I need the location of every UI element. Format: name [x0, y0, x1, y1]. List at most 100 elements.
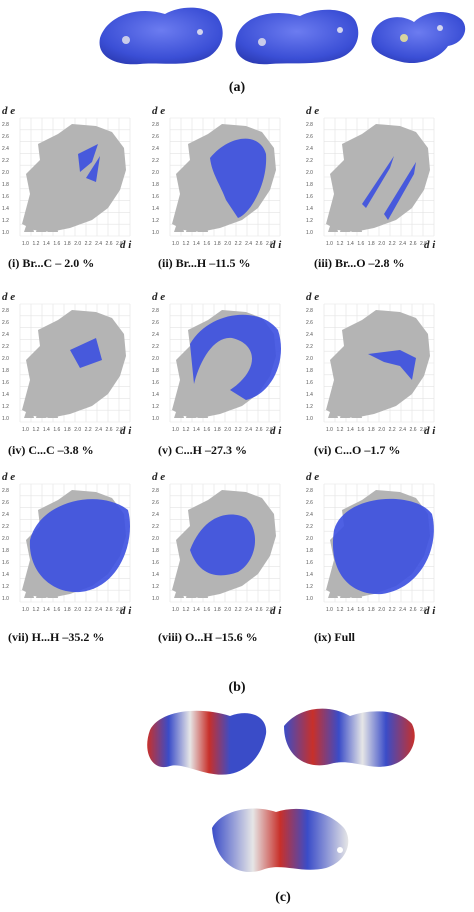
x-tick-label: 2.2 [235, 241, 242, 247]
fingerprint-grey-region [22, 310, 126, 418]
fingerprint-blue-region [78, 144, 98, 172]
x-tick-label: 2.0 [378, 241, 385, 247]
y-tick-label: 1.6 [152, 560, 159, 566]
y-tick-label: 2.0 [306, 536, 313, 542]
y-tick-label: 2.4 [152, 512, 159, 518]
y-axis-label: d e [152, 471, 165, 483]
x-tick-label: 2.8 [116, 241, 123, 247]
y-tick-label: 1.4 [306, 572, 313, 578]
y-tick-label: 1.4 [2, 572, 9, 578]
x-tick-label: 2.0 [74, 607, 81, 613]
y-tick-label: 1.6 [152, 380, 159, 386]
y-tick-label: 2.2 [152, 344, 159, 350]
fingerprint-blue-region [70, 338, 102, 368]
x-tick-label: 1.2 [32, 427, 39, 433]
y-axis-label: d e [306, 291, 319, 303]
y-tick-label: 2.6 [2, 320, 9, 326]
y-tick-label: 2.8 [2, 122, 9, 128]
x-tick-label: 1.0 [172, 241, 179, 247]
y-tick-label: 1.0 [2, 230, 9, 236]
x-tick-label: 2.4 [95, 427, 102, 433]
fingerprint-grey-region [22, 124, 126, 232]
x-tick-label: 1.8 [368, 241, 375, 247]
y-axis-label: d e [306, 471, 319, 483]
y-tick-label: 2.6 [152, 320, 159, 326]
x-tick-label: 2.0 [224, 427, 231, 433]
y-tick-label: 1.4 [2, 392, 9, 398]
y-tick-label: 2.8 [152, 488, 159, 494]
y-tick-label: 1.0 [306, 596, 313, 602]
fingerprint-plot-canvas: 2.82.62.42.22.01.81.61.41.21.01.0 1.2 1.4 1… [2, 291, 132, 437]
x-tick-label: 1.0 [172, 427, 179, 433]
x-axis-label: d i [120, 425, 132, 437]
fingerprint-plot-canvas: 2.82.62.42.22.01.81.61.41.21.01.0 1.2 1.4 1… [306, 105, 436, 251]
fingerprint-plot-canvas: 2.82.62.42.22.01.81.61.41.21.01.0 1.2 1.4 1… [306, 471, 436, 617]
fingerprint-plot-canvas: 2.82.62.42.22.01.81.61.41.21.01.0 1.2 1.4 1… [2, 105, 132, 251]
x-tick-label: 1.8 [368, 607, 375, 613]
x-tick-label: 1.6 [53, 241, 60, 247]
y-tick-label: 1.8 [152, 368, 159, 374]
fingerprint-plot-4: 2.8 2.6 2.4 2.2 2.0 1.8 1.6 1.4 1.2 1.0 1.0 1.2 1.4 1… [0, 290, 140, 438]
x-tick-label: 1.4 [347, 427, 354, 433]
x-tick-label: 1.2 [336, 241, 343, 247]
x-tick-label: 1.6 [203, 241, 210, 247]
fingerprint-plot-canvas: 2.82.62.42.22.01.81.61.41.21.01.0 1.2 1.4 1… [152, 105, 282, 251]
y-tick-label: 2.6 [2, 134, 9, 140]
y-tick-label: 1.2 [152, 584, 159, 590]
y-tick-label: 1.2 [2, 218, 9, 224]
y-tick-label: 1.8 [152, 182, 159, 188]
x-tick-label: 1.2 [182, 241, 189, 247]
y-axis-label: d e [152, 105, 165, 117]
y-tick-label: 2.2 [306, 344, 313, 350]
x-tick-label: 2.8 [266, 427, 273, 433]
y-tick-label: 2.4 [152, 146, 159, 152]
x-tick-label: 1.0 [326, 427, 333, 433]
x-tick-label: 1.4 [347, 607, 354, 613]
panel-a-surfaces [0, 0, 474, 78]
y-axis-label: d e [152, 291, 165, 303]
x-tick-label: 1.2 [182, 607, 189, 613]
x-axis-label: d i [424, 605, 436, 617]
x-tick-label: 2.2 [389, 607, 396, 613]
y-tick-label: 2.2 [152, 158, 159, 164]
y-tick-label: 2.0 [2, 536, 9, 542]
y-tick-label: 2.4 [306, 512, 313, 518]
fingerprint-plot-canvas: 2.82.62.42.22.01.81.61.41.21.01.0 1.2 1.4 1… [2, 471, 132, 617]
x-axis-label: d i [270, 605, 282, 617]
y-tick-label: 1.0 [2, 416, 9, 422]
fingerprint-caption: (viii) O...H –15.6 % [158, 630, 258, 644]
x-tick-label: 2.0 [224, 607, 231, 613]
y-tick-label: 1.8 [2, 548, 9, 554]
fingerprint-caption: (iii) Br...O –2.8 % [314, 256, 405, 270]
x-tick-label: 2.2 [85, 241, 92, 247]
y-tick-label: 1.2 [152, 218, 159, 224]
x-tick-label: 1.8 [64, 241, 71, 247]
x-tick-label: 2.0 [378, 607, 385, 613]
y-tick-label: 2.2 [2, 344, 9, 350]
y-tick-label: 2.2 [2, 158, 9, 164]
fingerprint-caption: (i) Br...C – 2.0 % [8, 256, 95, 270]
x-tick-label: 1.6 [203, 607, 210, 613]
y-tick-label: 1.6 [2, 560, 9, 566]
y-tick-label: 2.4 [306, 332, 313, 338]
y-tick-label: 1.2 [306, 218, 313, 224]
x-tick-label: 1.8 [64, 427, 71, 433]
x-tick-label: 2.6 [106, 427, 113, 433]
fingerprint-caption: (ix) Full [314, 630, 355, 644]
x-tick-label: 2.8 [266, 241, 273, 247]
x-tick-label: 2.2 [389, 241, 396, 247]
x-tick-label: 2.8 [116, 427, 123, 433]
y-tick-label: 1.0 [152, 596, 159, 602]
y-tick-label: 2.2 [152, 524, 159, 530]
x-tick-label: 1.4 [43, 427, 50, 433]
y-tick-label: 1.0 [2, 596, 9, 602]
fingerprint-blue-region [86, 156, 100, 182]
y-tick-label: 2.0 [152, 536, 159, 542]
y-tick-label: 2.8 [2, 488, 9, 494]
y-tick-label: 1.4 [2, 206, 9, 212]
x-tick-label: 2.2 [85, 607, 92, 613]
x-tick-label: 2.6 [256, 607, 263, 613]
fingerprint-blue-region [29, 499, 130, 593]
y-tick-label: 1.8 [306, 368, 313, 374]
y-tick-label: 2.2 [306, 524, 313, 530]
